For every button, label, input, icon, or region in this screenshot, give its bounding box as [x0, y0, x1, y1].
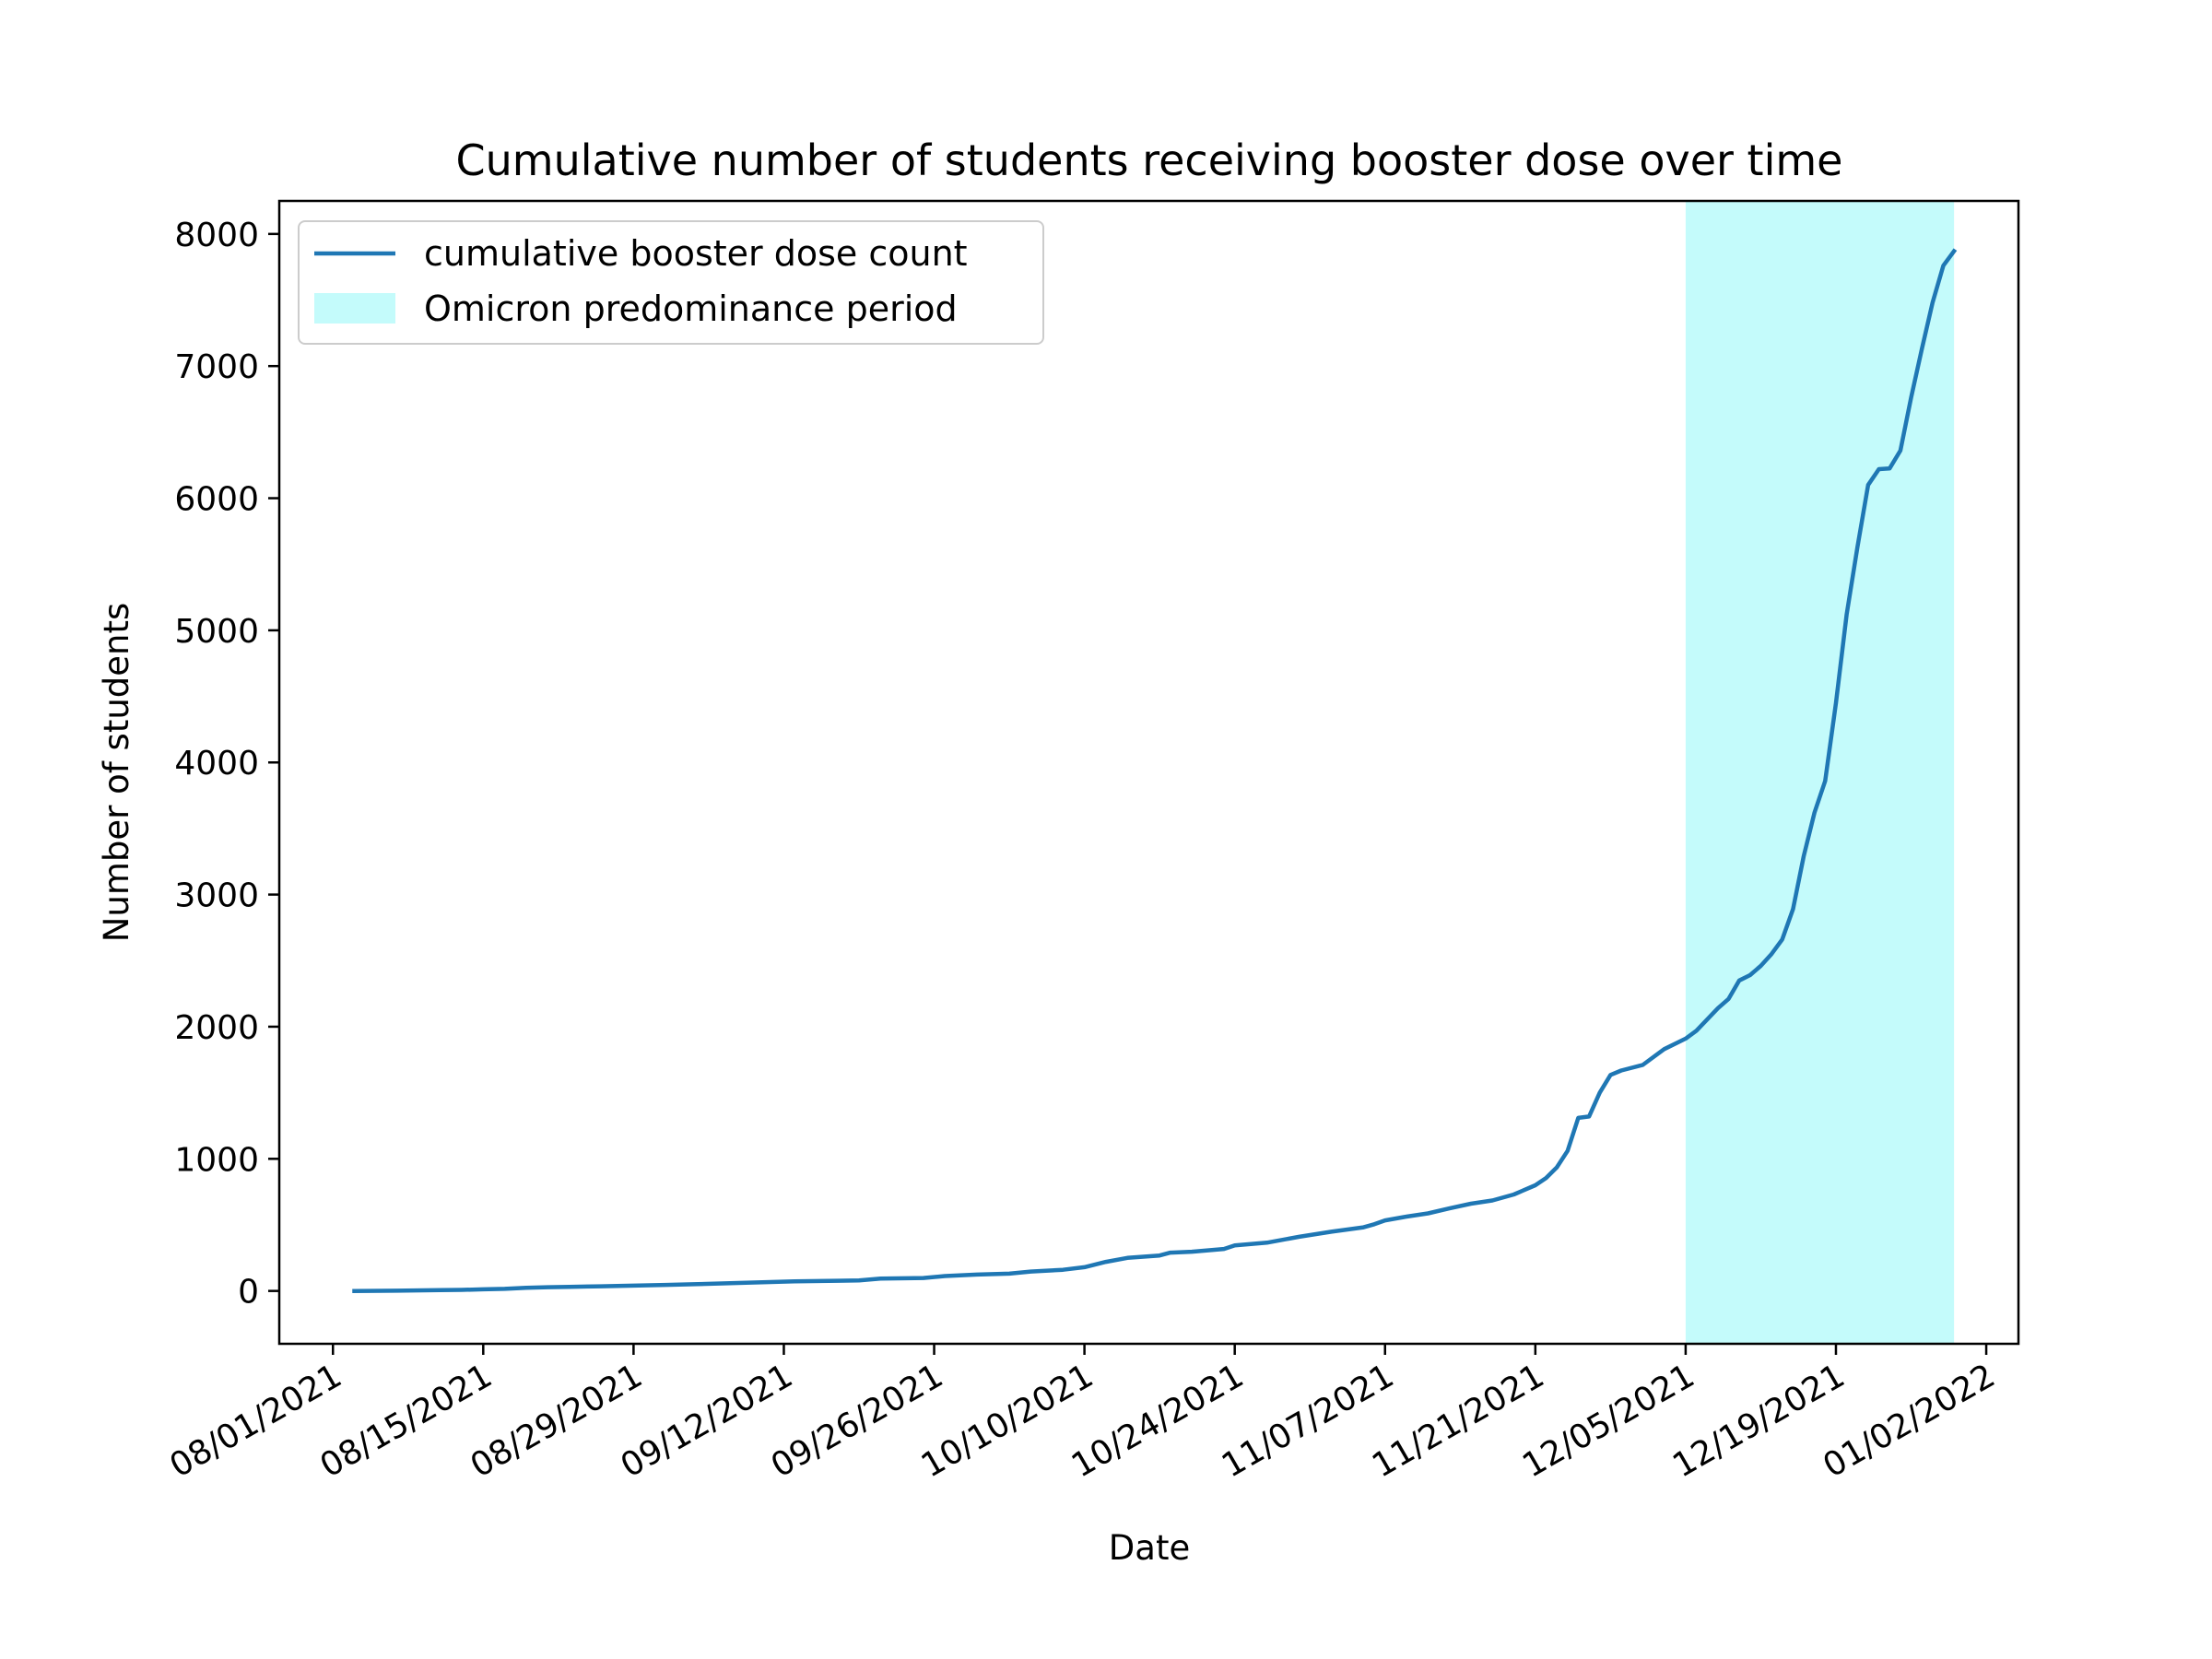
- legend: cumulative booster dose count Omicron pr…: [298, 220, 1044, 345]
- legend-label-series: cumulative booster dose count: [424, 233, 968, 274]
- y-axis: 0 1000 2000 3000 4000 5000 6000 7000 8000: [174, 217, 279, 1312]
- y-tick-label: 0: [238, 1274, 259, 1312]
- y-tick-label: 1000: [174, 1141, 259, 1179]
- plot-area: [352, 201, 1958, 1344]
- chart-title: Cumulative number of students receiving …: [456, 135, 1843, 185]
- y-tick-label: 5000: [174, 613, 259, 651]
- y-axis-label: Number of students: [97, 603, 136, 943]
- y-tick-label: 3000: [174, 877, 259, 915]
- axes-frame: [277, 199, 2020, 1346]
- series-line-cumulative-booster: [352, 248, 1958, 1293]
- y-tick-label: 6000: [174, 481, 259, 519]
- y-tick-label: 8000: [174, 217, 259, 254]
- x-axis-label: Date: [1109, 1528, 1190, 1568]
- legend-swatch-region: [314, 293, 395, 324]
- y-tick-label: 7000: [174, 348, 259, 386]
- legend-box: [298, 220, 1044, 345]
- shaded-region-omicron: [1685, 201, 1955, 1344]
- legend-label-region: Omicron predominance period: [424, 288, 958, 329]
- y-tick-label: 4000: [174, 745, 259, 782]
- y-tick-label: 2000: [174, 1009, 259, 1047]
